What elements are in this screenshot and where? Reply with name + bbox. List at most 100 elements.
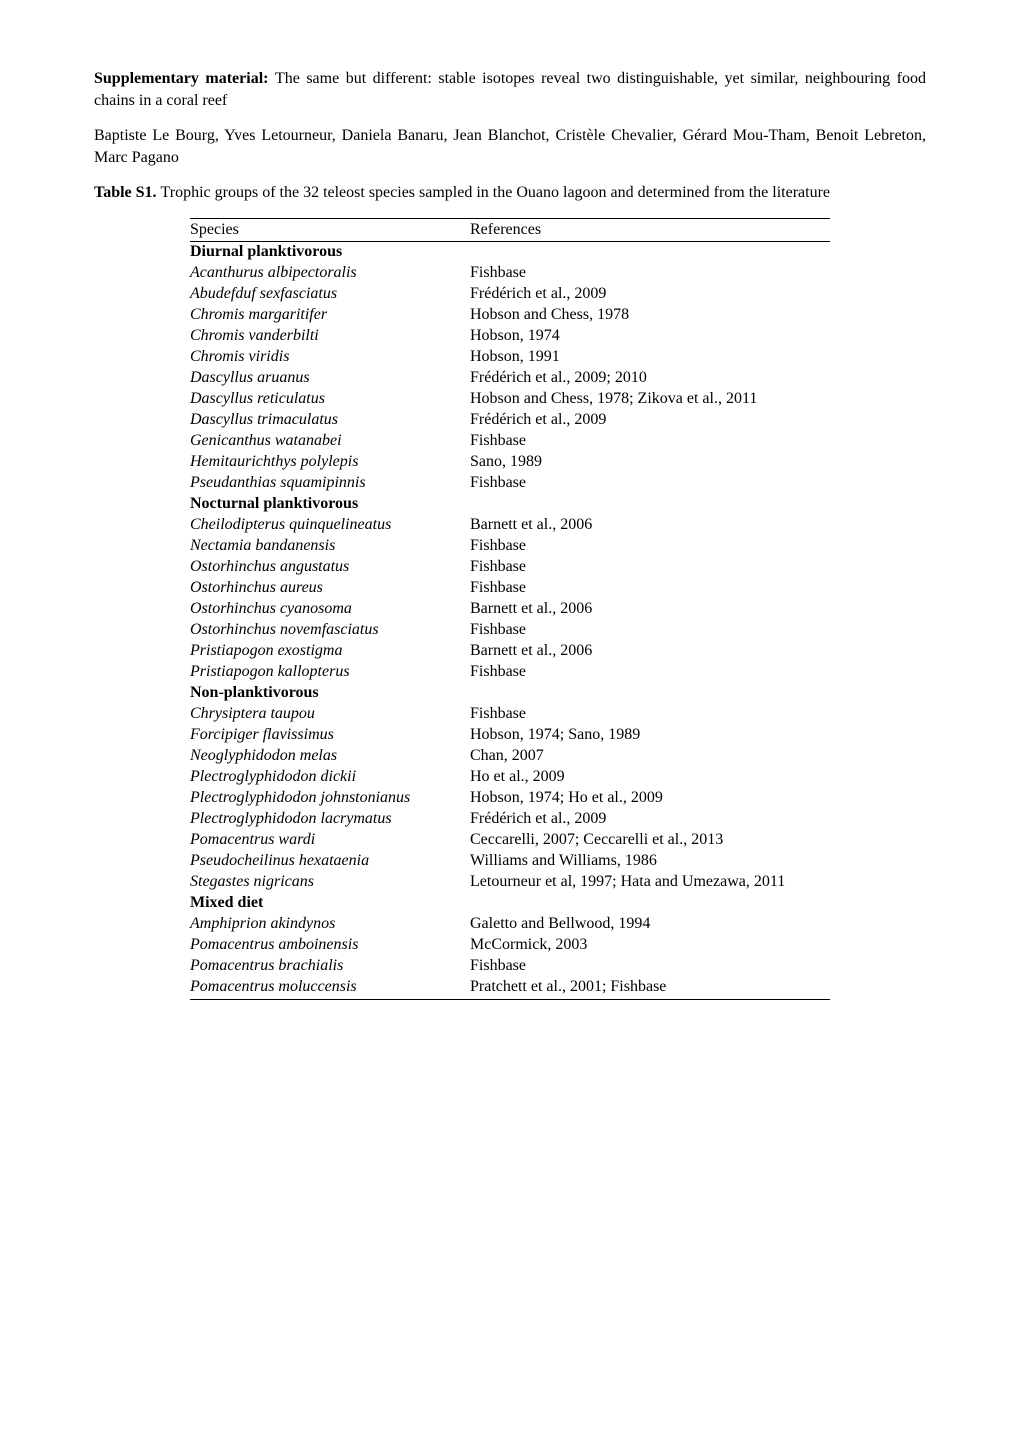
table-row: Dascyllus aruanusFrédérich et al., 2009;… xyxy=(190,368,830,389)
species-name: Pomacentrus amboinensis xyxy=(190,935,470,956)
species-reference: Frédérich et al., 2009 xyxy=(470,809,830,830)
table-row: Pomacentrus wardiCeccarelli, 2007; Cecca… xyxy=(190,830,830,851)
species-name: Plectroglyphidodon dickii xyxy=(190,767,470,788)
species-reference: Barnett et al., 2006 xyxy=(470,599,830,620)
table-body: Diurnal planktivorousAcanthurus albipect… xyxy=(190,241,830,1000)
species-reference: Galetto and Bellwood, 1994 xyxy=(470,914,830,935)
species-reference: Hobson, 1974 xyxy=(470,326,830,347)
supplementary-material-para: Supplementary material: The same but dif… xyxy=(94,68,926,111)
group-label: Nocturnal planktivorous xyxy=(190,494,830,515)
supp-label: Supplementary material: xyxy=(94,70,275,87)
table-row: Non-planktivorous xyxy=(190,683,830,704)
species-reference: Chan, 2007 xyxy=(470,746,830,767)
species-reference: Fishbase xyxy=(470,473,830,494)
table-row: Nocturnal planktivorous xyxy=(190,494,830,515)
species-reference: Letourneur et al, 1997; Hata and Umezawa… xyxy=(470,872,830,893)
species-name: Pomacentrus moluccensis xyxy=(190,977,470,1000)
table-row: Dascyllus trimaculatusFrédérich et al., … xyxy=(190,410,830,431)
table-row: Hemitaurichthys polylepisSano, 1989 xyxy=(190,452,830,473)
table-row: Acanthurus albipectoralisFishbase xyxy=(190,263,830,284)
species-name: Ostorhinchus aureus xyxy=(190,578,470,599)
table-row: Pomacentrus moluccensisPratchett et al.,… xyxy=(190,977,830,1000)
species-table: Species References Diurnal planktivorous… xyxy=(190,218,830,1001)
species-reference: Fishbase xyxy=(470,704,830,725)
species-reference: Hobson, 1974; Sano, 1989 xyxy=(470,725,830,746)
table-row: Chromis margaritiferHobson and Chess, 19… xyxy=(190,305,830,326)
species-reference: Frédérich et al., 2009 xyxy=(470,410,830,431)
species-name: Forcipiger flavissimus xyxy=(190,725,470,746)
species-reference: Hobson, 1974; Ho et al., 2009 xyxy=(470,788,830,809)
species-name: Pseudocheilinus hexataenia xyxy=(190,851,470,872)
header-species: Species xyxy=(190,218,470,241)
species-name: Genicanthus watanabei xyxy=(190,431,470,452)
table-row: Dascyllus reticulatusHobson and Chess, 1… xyxy=(190,389,830,410)
species-reference: Fishbase xyxy=(470,662,830,683)
species-reference: Ceccarelli, 2007; Ceccarelli et al., 201… xyxy=(470,830,830,851)
header-references: References xyxy=(470,218,830,241)
table-row: Pristiapogon exostigmaBarnett et al., 20… xyxy=(190,641,830,662)
table-row: Ostorhinchus cyanosomaBarnett et al., 20… xyxy=(190,599,830,620)
species-reference: Fishbase xyxy=(470,263,830,284)
species-reference: Hobson, 1991 xyxy=(470,347,830,368)
species-name: Dascyllus reticulatus xyxy=(190,389,470,410)
species-name: Hemitaurichthys polylepis xyxy=(190,452,470,473)
species-reference: McCormick, 2003 xyxy=(470,935,830,956)
species-name: Dascyllus trimaculatus xyxy=(190,410,470,431)
species-reference: Frédérich et al., 2009 xyxy=(470,284,830,305)
species-name: Chromis viridis xyxy=(190,347,470,368)
species-name: Acanthurus albipectoralis xyxy=(190,263,470,284)
table-row: Cheilodipterus quinquelineatusBarnett et… xyxy=(190,515,830,536)
table-row: Ostorhinchus novemfasciatusFishbase xyxy=(190,620,830,641)
table-row: Ostorhinchus aureusFishbase xyxy=(190,578,830,599)
table-container: Species References Diurnal planktivorous… xyxy=(94,218,926,1001)
species-reference: Barnett et al., 2006 xyxy=(470,641,830,662)
table-row: Plectroglyphidodon lacrymatusFrédérich e… xyxy=(190,809,830,830)
species-name: Pristiapogon exostigma xyxy=(190,641,470,662)
table-row: Mixed diet xyxy=(190,893,830,914)
species-name: Amphiprion akindynos xyxy=(190,914,470,935)
species-reference: Sano, 1989 xyxy=(470,452,830,473)
table-row: Pseudanthias squamipinnisFishbase xyxy=(190,473,830,494)
species-name: Ostorhinchus angustatus xyxy=(190,557,470,578)
table-row: Chromis viridisHobson, 1991 xyxy=(190,347,830,368)
species-name: Dascyllus aruanus xyxy=(190,368,470,389)
species-reference: Fishbase xyxy=(470,557,830,578)
table-row: Pseudocheilinus hexataeniaWilliams and W… xyxy=(190,851,830,872)
species-reference: Ho et al., 2009 xyxy=(470,767,830,788)
species-name: Pomacentrus wardi xyxy=(190,830,470,851)
table-row: Plectroglyphidodon dickiiHo et al., 2009 xyxy=(190,767,830,788)
species-reference: Hobson and Chess, 1978; Zikova et al., 2… xyxy=(470,389,830,410)
species-name: Chrysiptera taupou xyxy=(190,704,470,725)
table-row: Genicanthus watanabeiFishbase xyxy=(190,431,830,452)
table-caption-para: Table S1. Trophic groups of the 32 teleo… xyxy=(94,182,926,204)
table-row: Pristiapogon kallopterusFishbase xyxy=(190,662,830,683)
species-reference: Fishbase xyxy=(470,620,830,641)
species-name: Pomacentrus brachialis xyxy=(190,956,470,977)
table-row: Chromis vanderbiltiHobson, 1974 xyxy=(190,326,830,347)
species-reference: Frédérich et al., 2009; 2010 xyxy=(470,368,830,389)
table-row: Plectroglyphidodon johnstonianusHobson, … xyxy=(190,788,830,809)
table-label: Table S1. xyxy=(94,184,161,201)
species-reference: Fishbase xyxy=(470,431,830,452)
species-name: Abudefduf sexfasciatus xyxy=(190,284,470,305)
species-reference: Pratchett et al., 2001; Fishbase xyxy=(470,977,830,1000)
species-name: Stegastes nigricans xyxy=(190,872,470,893)
table-row: Diurnal planktivorous xyxy=(190,241,830,263)
table-row: Nectamia bandanensisFishbase xyxy=(190,536,830,557)
table-row: Chrysiptera taupouFishbase xyxy=(190,704,830,725)
table-header-row: Species References xyxy=(190,218,830,241)
species-name: Chromis vanderbilti xyxy=(190,326,470,347)
group-label: Diurnal planktivorous xyxy=(190,241,830,263)
species-name: Ostorhinchus novemfasciatus xyxy=(190,620,470,641)
species-reference: Barnett et al., 2006 xyxy=(470,515,830,536)
species-reference: Fishbase xyxy=(470,578,830,599)
table-row: Forcipiger flavissimusHobson, 1974; Sano… xyxy=(190,725,830,746)
table-row: Amphiprion akindynosGaletto and Bellwood… xyxy=(190,914,830,935)
species-name: Chromis margaritifer xyxy=(190,305,470,326)
species-name: Nectamia bandanensis xyxy=(190,536,470,557)
table-row: Pomacentrus brachialisFishbase xyxy=(190,956,830,977)
table-row: Abudefduf sexfasciatusFrédérich et al., … xyxy=(190,284,830,305)
group-label: Non-planktivorous xyxy=(190,683,830,704)
table-row: Neoglyphidodon melasChan, 2007 xyxy=(190,746,830,767)
species-reference: Hobson and Chess, 1978 xyxy=(470,305,830,326)
